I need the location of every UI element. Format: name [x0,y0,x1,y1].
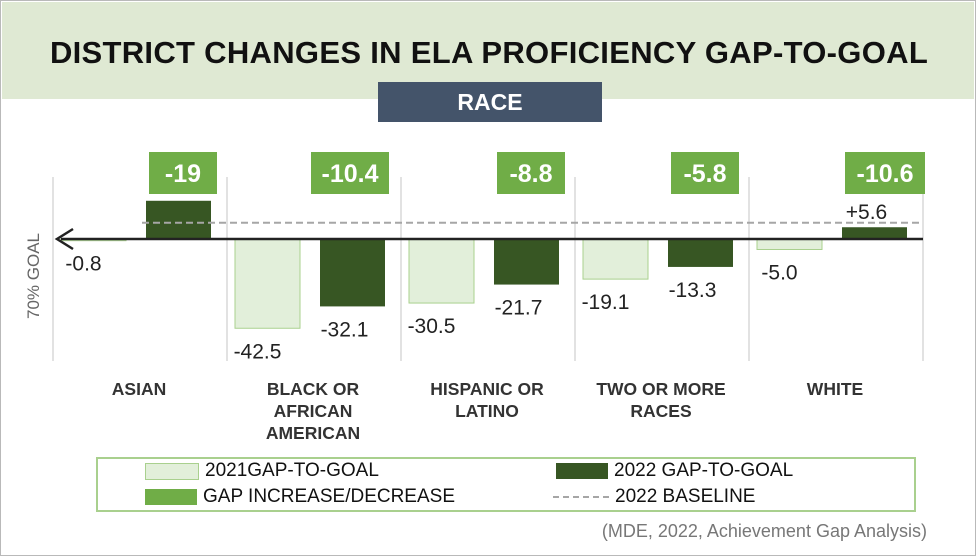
legend-item-change: GAP INCREASE/DECREASE [145,486,455,508]
change-value: -5.8 [683,160,726,188]
label-2021-gap: -19.1 [582,291,630,314]
label-2022-gap: +5.6 [846,201,887,224]
y-axis-label: 70% GOAL [24,233,43,319]
category-label: LATINO [455,401,519,421]
label-2021-gap: -30.5 [408,315,456,338]
legend-label-baseline: 2022 BASELINE [615,486,756,507]
change-box [149,152,217,194]
label-2022-gap: -13.3 [669,279,717,302]
chart-title: DISTRICT CHANGES IN ELA PROFICIENCY GAP-… [49,35,929,70]
bar-2021-gap [234,238,301,329]
bar-2022-gap [842,227,907,239]
category-label: ASIAN [112,379,166,399]
change-value: -8.8 [509,160,552,188]
bar-2022-gap [146,200,211,239]
change-value: -19 [165,160,201,188]
category-label: AFRICAN [274,401,353,421]
legend-swatch-change [145,489,197,505]
legend-label-2021: 2021GAP-TO-GOAL [205,460,379,481]
category-label: HISPANIC OR [430,379,544,399]
label-2022-gap: -21.7 [495,297,543,320]
bar-2021-gap [408,238,475,304]
bar-2022-gap [668,239,733,267]
legend-label-2022: 2022 GAP-TO-GOAL [614,460,794,481]
category-label: RACES [630,401,691,421]
chart-subtitle: RACE [378,82,602,122]
legend-label-change: GAP INCREASE/DECREASE [203,486,456,507]
category-label: WHITE [807,379,863,399]
legend-item-2022: 2022 GAP-TO-GOAL [556,460,793,482]
category-label: BLACK OR [267,379,360,399]
bar-2022-gap [320,239,385,307]
category-label: AMERICAN [266,423,360,443]
legend: 2021GAP-TO-GOAL 2022 GAP-TO-GOAL GAP INC… [96,457,916,512]
goal-axis-arrowhead [54,227,74,251]
source-note: (MDE, 2022, Achievement Gap Analysis) [601,521,927,541]
change-box [845,152,925,194]
label-2022-gap: -32.1 [321,318,369,341]
change-value: -10.6 [857,160,914,188]
label-2021-gap: -0.8 [65,253,101,276]
label-2021-gap: -5.0 [761,262,797,285]
legend-swatch-2021 [145,462,199,480]
legend-item-2021: 2021GAP-TO-GOAL [145,460,379,482]
bar-2022-gap [494,239,559,285]
bar-2021-gap [582,238,649,280]
change-box [497,152,565,194]
change-value: -10.4 [322,160,379,188]
legend-swatch-baseline [553,496,609,498]
legend-swatch-2022 [556,463,608,479]
change-box [671,152,739,194]
bar-2021-gap [756,238,823,250]
change-box [311,152,389,194]
legend-item-baseline: 2022 BASELINE [553,486,755,508]
category-label: TWO OR MORE [596,379,725,399]
label-2021-gap: -42.5 [234,340,282,363]
